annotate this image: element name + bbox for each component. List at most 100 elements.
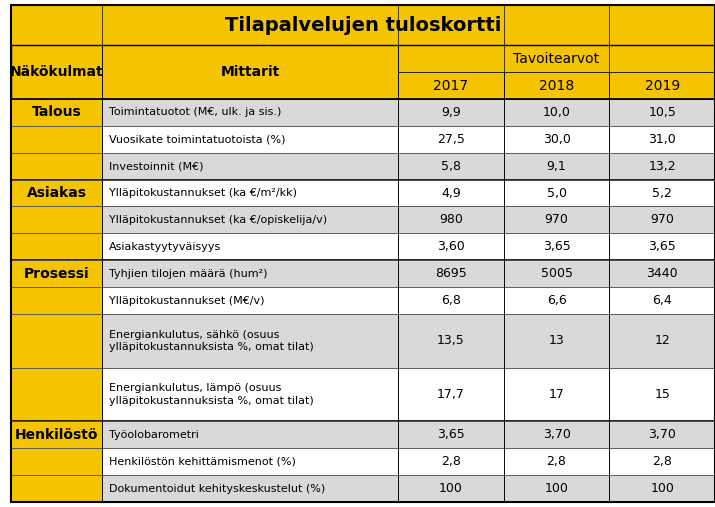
Bar	[504, 233, 609, 260]
Bar	[398, 314, 504, 368]
Bar	[102, 475, 398, 502]
Bar	[11, 233, 102, 260]
Bar	[102, 45, 398, 99]
Text: 30,0: 30,0	[543, 133, 571, 146]
Bar	[398, 260, 504, 287]
Bar	[11, 260, 102, 287]
Bar	[11, 45, 102, 99]
Text: Näkökulmat: Näkökulmat	[10, 65, 104, 79]
Text: 2018: 2018	[539, 79, 574, 93]
Bar	[504, 448, 609, 475]
Text: Tyhjien tilojen määrä (hum²): Tyhjien tilojen määrä (hum²)	[109, 269, 268, 279]
Text: 3,65: 3,65	[649, 240, 676, 254]
Bar	[609, 179, 715, 206]
Bar	[102, 99, 398, 126]
Bar	[504, 126, 609, 153]
Text: Asiakastyytyväisyys: Asiakastyytyväisyys	[109, 242, 222, 252]
Bar	[102, 314, 398, 368]
Bar	[102, 368, 398, 421]
Bar	[504, 475, 609, 502]
Text: Energiankulutus, sähkö (osuus
ylläpitokustannuksista %, omat tilat): Energiankulutus, sähkö (osuus ylläpitoku…	[109, 330, 314, 352]
Text: 10,5: 10,5	[649, 106, 676, 119]
Bar	[504, 206, 609, 233]
Text: 13,2: 13,2	[649, 160, 676, 173]
Text: Energiankulutus, lämpö (osuus
ylläpitokustannuksista %, omat tilat): Energiankulutus, lämpö (osuus ylläpitoku…	[109, 383, 314, 406]
Text: 2,8: 2,8	[546, 455, 566, 468]
Text: 5005: 5005	[541, 267, 573, 280]
Bar	[11, 126, 102, 153]
Text: Henkilöstön kehittämismenot (%): Henkilöstön kehittämismenot (%)	[109, 457, 296, 466]
Text: 15: 15	[654, 388, 670, 401]
Text: 5,2: 5,2	[652, 187, 672, 200]
Text: Henkilöstö: Henkilöstö	[15, 428, 99, 442]
Bar	[398, 179, 504, 206]
Text: 12: 12	[654, 334, 670, 347]
Bar	[102, 179, 398, 206]
Bar	[11, 179, 102, 206]
Bar	[504, 287, 609, 314]
Bar	[398, 99, 504, 126]
Bar	[398, 421, 504, 448]
Bar	[609, 233, 715, 260]
Bar	[11, 45, 715, 99]
Text: 5,0: 5,0	[546, 187, 566, 200]
Bar	[398, 368, 504, 421]
Bar	[11, 5, 715, 45]
Bar	[609, 99, 715, 126]
Text: Toimintatuotot (M€, ulk. ja sis.): Toimintatuotot (M€, ulk. ja sis.)	[109, 107, 282, 118]
Bar	[609, 421, 715, 448]
Text: 980: 980	[439, 213, 463, 227]
Text: 9,1: 9,1	[547, 160, 566, 173]
Text: Talous: Talous	[31, 105, 82, 120]
Bar	[11, 314, 102, 368]
Text: 3440: 3440	[646, 267, 678, 280]
Bar	[11, 475, 102, 502]
Text: 13,5: 13,5	[437, 334, 465, 347]
Text: 3,60: 3,60	[437, 240, 465, 254]
Bar	[11, 421, 102, 448]
Bar	[609, 153, 715, 179]
Bar	[102, 233, 398, 260]
Bar	[11, 368, 102, 421]
Text: Tilapalvelujen tuloskortti: Tilapalvelujen tuloskortti	[225, 16, 501, 34]
Bar	[398, 233, 504, 260]
Text: 3,65: 3,65	[543, 240, 571, 254]
Bar	[504, 314, 609, 368]
Text: Vuosikate toimintatuotoista (%): Vuosikate toimintatuotoista (%)	[109, 134, 286, 144]
Text: 10,0: 10,0	[543, 106, 571, 119]
Bar	[102, 260, 398, 287]
Bar	[398, 153, 504, 179]
Bar	[398, 448, 504, 475]
Text: 9,9: 9,9	[441, 106, 460, 119]
Text: 31,0: 31,0	[649, 133, 676, 146]
Text: 13: 13	[548, 334, 564, 347]
Bar	[11, 153, 102, 179]
Bar	[398, 206, 504, 233]
Text: 3,65: 3,65	[437, 428, 465, 441]
Bar	[11, 99, 102, 126]
Bar	[504, 368, 609, 421]
Bar	[609, 260, 715, 287]
Text: 27,5: 27,5	[437, 133, 465, 146]
Bar	[102, 421, 398, 448]
Text: Ylläpitokustannukset (M€/v): Ylläpitokustannukset (M€/v)	[109, 296, 265, 306]
Bar	[11, 206, 102, 233]
Text: 2,8: 2,8	[652, 455, 672, 468]
Bar	[609, 448, 715, 475]
Text: Mittarit: Mittarit	[221, 65, 280, 79]
Text: 3,70: 3,70	[543, 428, 571, 441]
Text: 100: 100	[650, 482, 674, 495]
Bar	[609, 126, 715, 153]
Bar	[504, 72, 609, 99]
Bar	[609, 206, 715, 233]
Text: 4,9: 4,9	[441, 187, 460, 200]
Text: Investoinnit (M€): Investoinnit (M€)	[109, 161, 204, 171]
Bar	[609, 314, 715, 368]
Bar	[609, 72, 715, 99]
Text: 100: 100	[439, 482, 463, 495]
Text: 2017: 2017	[433, 79, 468, 93]
Bar	[102, 287, 398, 314]
Bar	[504, 99, 609, 126]
Bar	[504, 153, 609, 179]
Text: Työolobarometri: Työolobarometri	[109, 430, 199, 440]
